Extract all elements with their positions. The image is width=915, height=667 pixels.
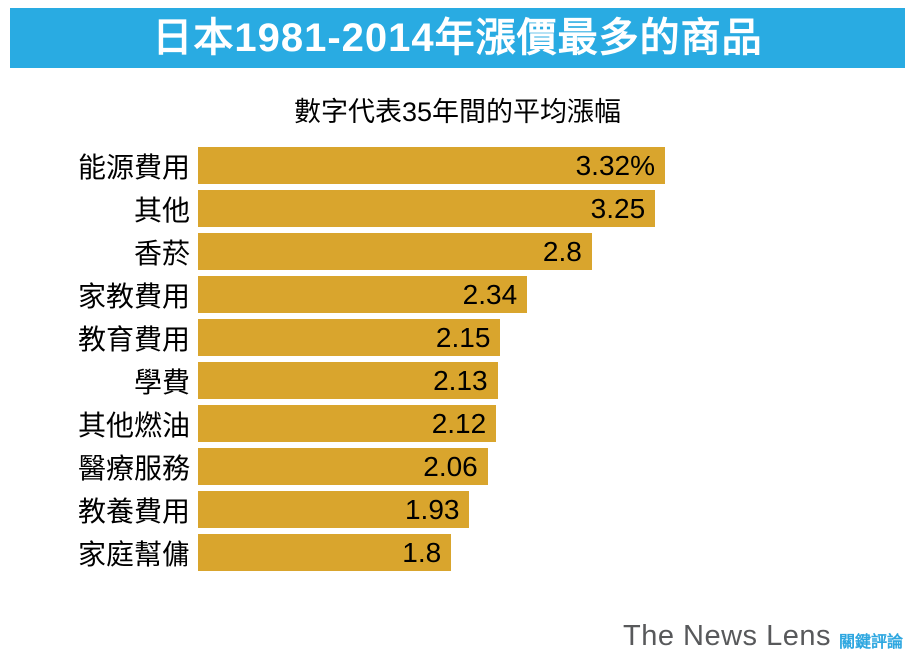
category-label: 能源費用 [77, 151, 190, 183]
category-label: 家教費用 [77, 280, 190, 312]
category-label: 家庭幫傭 [77, 538, 190, 570]
bar: 3.25 [198, 190, 656, 227]
bar-row: 家庭幫傭 1.8 [0, 534, 915, 571]
value-label: 3.25 [590, 192, 646, 224]
bar-row: 醫療服務 2.06 [0, 448, 915, 485]
value-label: 2.15 [435, 321, 491, 353]
brand-name: The News Lens [622, 620, 831, 652]
bar-row: 其他燃油 2.12 [0, 405, 915, 442]
value-label: 2.06 [423, 450, 478, 482]
bar: 1.8 [198, 534, 452, 571]
value-label: 1.93 [404, 493, 460, 525]
value-label: 2.12 [431, 407, 487, 439]
bar: 2.15 [198, 319, 501, 356]
bar-row: 教養費用 1.93 [0, 491, 915, 528]
bar-chart: 能源費用 3.32% 其他 3.25 香菸 2.8 家教費用 2.34 教育費用 2.15 學費 2.… [0, 147, 915, 571]
value-label: 2.13 [433, 364, 488, 396]
bar-row: 學費 2.13 [0, 362, 915, 399]
category-label: 醫療服務 [77, 452, 190, 484]
category-label: 學費 [133, 366, 190, 398]
value-label: 1.8 [402, 536, 442, 568]
value-label: 2.8 [542, 235, 582, 267]
bar-row: 家教費用 2.34 [0, 276, 915, 313]
bar-row: 教育費用 2.15 [0, 319, 915, 356]
bar-row: 其他 3.25 [0, 190, 915, 227]
bar-row: 能源費用 3.32% [0, 147, 915, 184]
chart-subtitle: 數字代表35年間的平均漲幅 [293, 97, 622, 127]
brand-suffix: 關鍵評論 [838, 633, 903, 651]
bar: 2.12 [198, 405, 497, 442]
category-label: 香菸 [133, 237, 190, 269]
brand-logo: The News Lens 關鍵評論 [623, 620, 903, 653]
bar: 2.34 [198, 276, 528, 313]
category-label: 其他燃油 [77, 409, 190, 441]
value-label: 2.34 [462, 278, 518, 310]
bar: 2.13 [198, 362, 498, 399]
category-label: 教養費用 [77, 495, 190, 527]
bar: 1.93 [198, 491, 470, 528]
category-label: 其他 [133, 194, 190, 226]
bar: 3.32% [198, 147, 665, 184]
bar: 2.8 [198, 233, 592, 270]
header-banner: 日本1981-2014年漲價最多的商品 [10, 8, 905, 68]
value-label: 3.32% [575, 149, 655, 181]
page-title: 日本1981-2014年漲價最多的商品 [152, 16, 763, 60]
category-label: 教育費用 [77, 323, 190, 355]
bar-row: 香菸 2.8 [0, 233, 915, 270]
bar: 2.06 [198, 448, 488, 485]
